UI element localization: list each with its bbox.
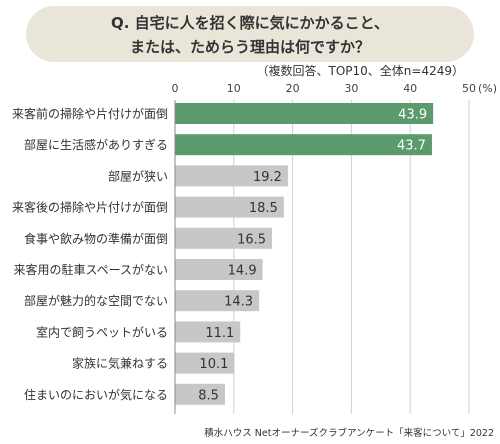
value-label: 43.7 <box>397 139 426 154</box>
x-tick-label: 0 <box>172 82 179 95</box>
bar <box>175 134 432 156</box>
value-label: 19.2 <box>253 170 282 185</box>
x-unit-label: (%) <box>478 82 497 95</box>
category-label: 部屋が狭い <box>108 168 168 183</box>
value-label: 11.1 <box>205 326 234 341</box>
value-label: 18.5 <box>249 201 278 216</box>
category-label: 部屋が魅力的な空間でない <box>24 293 168 308</box>
sample-note: （複数回答、TOP10、全体n=4249） <box>256 64 464 78</box>
bar <box>175 352 235 374</box>
source-credit: 積水ハウス Netオーナーズクラブアンケート「来客について」2022 <box>204 428 494 439</box>
bar <box>175 227 273 249</box>
value-label: 10.1 <box>199 357 228 372</box>
category-label: 住まいのにおいが気になる <box>24 387 168 402</box>
bar <box>175 165 288 187</box>
category-label: 食事や飲み物の準備が面倒 <box>24 231 168 246</box>
category-label: 来客用の駐車スペースがない <box>13 262 168 277</box>
category-label: 来客後の掃除や片付けが面倒 <box>12 200 168 215</box>
category-label: 室内で飼うペットがいる <box>36 324 168 339</box>
bar <box>175 383 225 405</box>
title-banner: Q. 自宅に人を招く際に気にかかること、 または、ためらう理由は何ですか？ <box>26 6 474 62</box>
bar <box>175 259 263 280</box>
value-label: 14.9 <box>228 264 257 279</box>
bar <box>175 196 284 218</box>
category-label: 来客前の掃除や片付けが面倒 <box>12 106 168 121</box>
value-label: 14.3 <box>224 295 253 310</box>
x-tick-label: 20 <box>286 82 300 95</box>
x-tick-label: 30 <box>344 82 358 95</box>
bar <box>175 321 241 343</box>
value-label: 43.9 <box>398 108 427 123</box>
chart-title-line-1: Q. 自宅に人を招く際に気にかかること、 <box>110 14 390 32</box>
category-label: 部屋に生活感がありすぎる <box>24 137 168 152</box>
value-label: 8.5 <box>198 388 219 403</box>
x-tick-label: 10 <box>227 82 241 95</box>
chart-title-line-2: または、ためらう理由は何ですか？ <box>129 38 370 56</box>
x-tick-label: 50 <box>462 82 476 95</box>
value-label: 16.5 <box>237 232 266 247</box>
bar <box>175 290 260 312</box>
x-tick-label: 40 <box>403 82 417 95</box>
category-label: 家族に気兼ねする <box>72 356 168 371</box>
bar <box>175 103 434 124</box>
